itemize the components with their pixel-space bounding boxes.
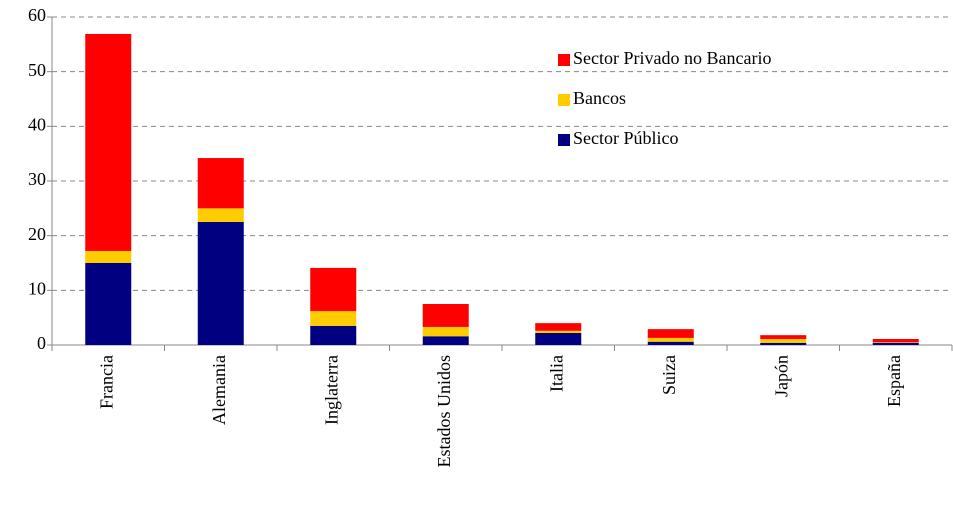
bar-segment [422,326,469,337]
bar-segment [647,341,694,345]
bar-segment [197,208,244,222]
bar-segment [535,323,582,331]
x-tick-label: Estados Unidos [434,355,454,468]
bar-segment [197,158,244,209]
y-tick-label: 50 [28,60,46,80]
bar-segment [760,342,807,345]
bar-segment [310,325,357,345]
legend-label: Sector Privado no Bancario [573,48,771,68]
bar-segment [872,342,919,343]
y-tick-label: 60 [28,5,46,25]
bar-segment [422,304,469,327]
bar-segment [760,338,807,343]
x-tick-label: Alemania [209,355,229,425]
legend-label: Bancos [573,88,626,108]
bar-segment [535,330,582,333]
y-tick-label: 0 [37,333,46,353]
legend-swatch [558,54,570,66]
y-tick-label: 40 [28,114,46,134]
x-tick-label: Inglaterra [321,355,341,425]
bar-segment [872,338,919,343]
x-tick-label: Francia [96,355,116,409]
bar-segment [872,342,919,345]
legend-swatch [558,134,570,146]
bar-segment [85,263,132,345]
y-tick-label: 10 [28,278,46,298]
x-tick-label: Italia [546,355,566,392]
x-tick-label: Suiza [659,355,679,395]
bar-segment [760,335,807,339]
bar-segment [85,250,132,263]
y-tick-label: 20 [28,224,46,244]
bar-segment [647,329,694,338]
x-tick-label: Japón [771,355,791,397]
bar-segment [197,222,244,345]
bar-segment [422,336,469,345]
bar-segment [647,337,694,342]
x-tick-label: España [884,355,904,407]
bar-segment [310,311,357,326]
bar-segment [535,332,582,345]
bar-segment [310,267,357,312]
y-tick-label: 30 [28,169,46,189]
legend-label: Sector Público [573,128,679,148]
legend-swatch [558,94,570,106]
bar-segment [85,33,132,251]
